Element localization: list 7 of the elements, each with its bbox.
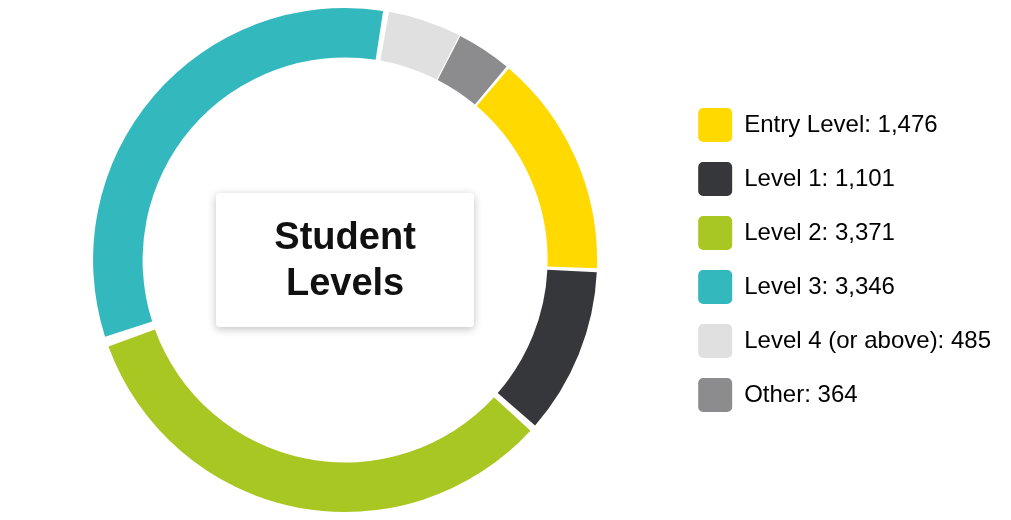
legend-label: Level 4 (or above): 485 bbox=[744, 325, 992, 353]
legend-label: Entry Level: 1,476 bbox=[744, 109, 938, 137]
text: Student Levels bbox=[216, 193, 475, 327]
legend-label: Level 1: 1,101 bbox=[744, 163, 895, 191]
legend-label: Level 2: 3,371 bbox=[744, 217, 895, 245]
legend-label: Level 3: 3,346 bbox=[744, 271, 895, 299]
legend-label: Other: 364 bbox=[744, 379, 858, 407]
